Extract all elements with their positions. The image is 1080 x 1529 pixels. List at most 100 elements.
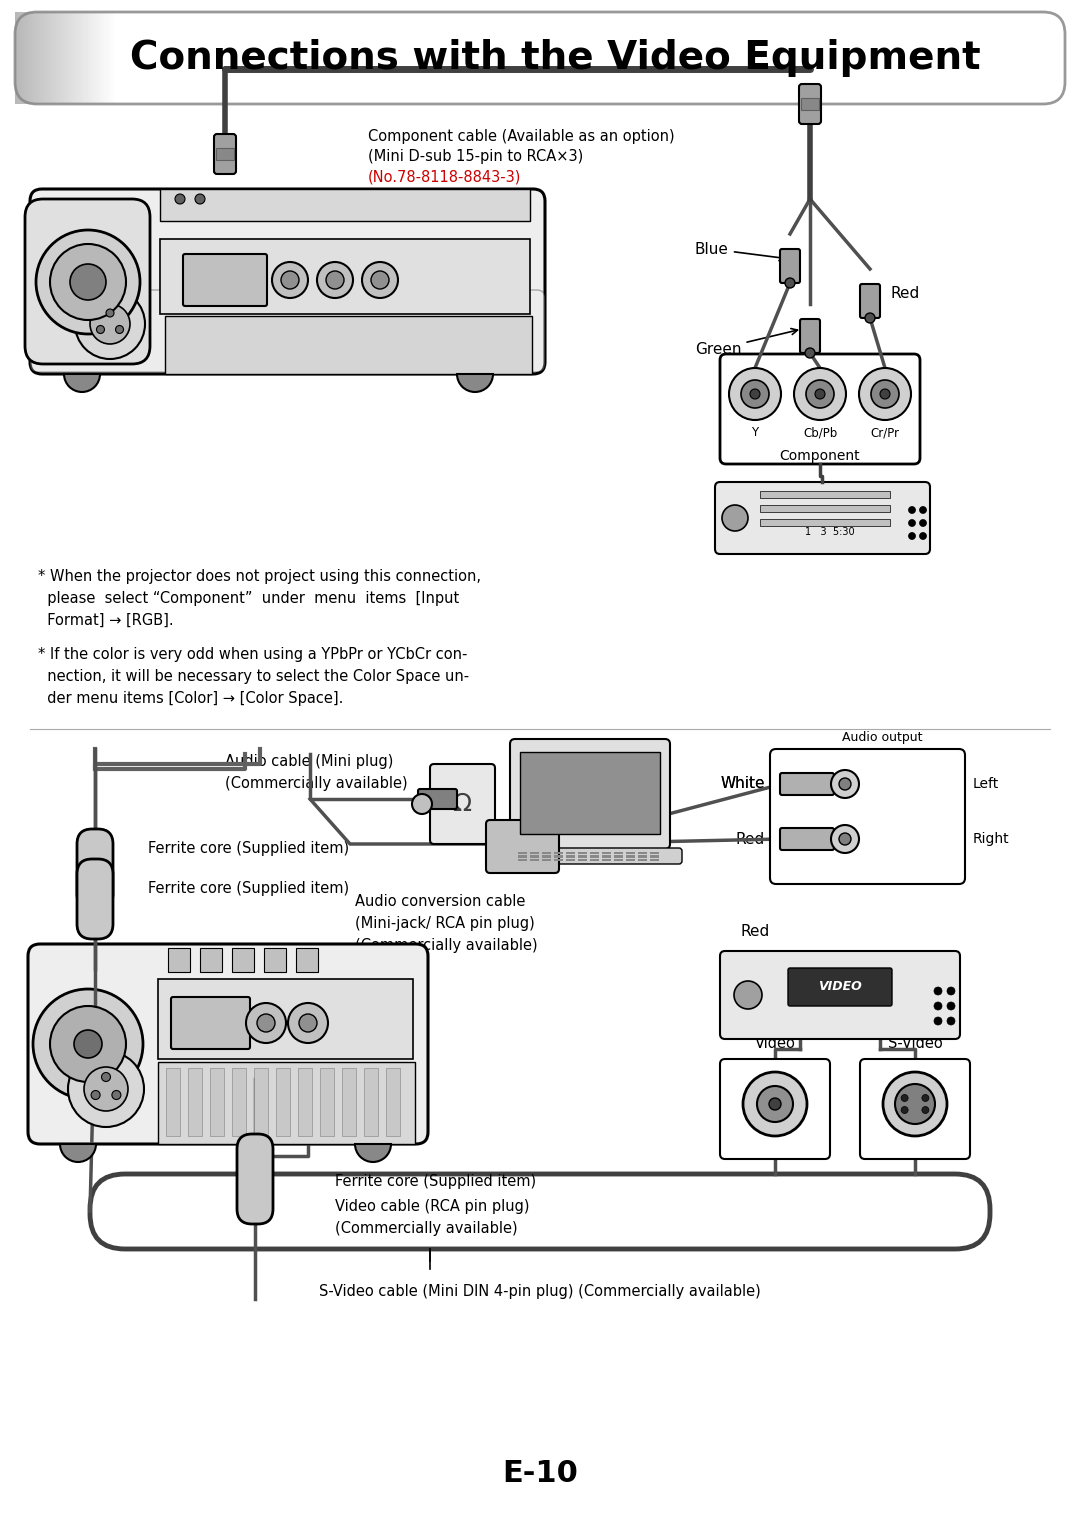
Text: Ω: Ω [453,792,472,816]
FancyBboxPatch shape [780,829,834,850]
Bar [205,196,225,217]
Bar [602,858,611,861]
Circle shape [865,313,875,323]
Circle shape [815,388,825,399]
Bar [760,491,890,498]
Bar [158,979,413,1060]
FancyBboxPatch shape [237,1135,273,1225]
Bar [554,858,563,861]
FancyBboxPatch shape [770,749,966,884]
Text: White: White [720,777,765,792]
Circle shape [750,388,760,399]
Bar [295,196,315,217]
Bar [542,858,551,861]
Bar [165,317,532,375]
Circle shape [299,1014,318,1032]
Bar [296,948,318,972]
Circle shape [922,1095,929,1101]
Bar [265,196,285,217]
Bar [202,320,220,368]
FancyBboxPatch shape [15,12,1065,104]
Text: Red: Red [735,832,765,847]
Text: Y: Y [752,427,758,439]
Bar [518,858,527,861]
Bar [168,948,190,972]
Bar [342,1067,356,1136]
Bar [615,858,623,861]
Text: der menu items [Color] → [Color Space].: der menu items [Color] → [Color Space]. [38,691,343,706]
Circle shape [922,1107,929,1113]
Bar [166,1067,180,1136]
Circle shape [729,368,781,420]
Bar [175,196,195,217]
Bar [518,855,527,858]
Bar [542,855,551,858]
Text: (Commercially available): (Commercially available) [225,777,407,790]
Circle shape [91,1090,100,1099]
Circle shape [741,381,769,408]
Bar [650,858,659,861]
Text: Cb/Pb: Cb/Pb [802,427,837,439]
Text: E-10: E-10 [502,1460,578,1489]
Circle shape [96,326,105,333]
FancyBboxPatch shape [510,739,670,849]
Circle shape [257,1014,275,1032]
Circle shape [769,1098,781,1110]
Bar [590,852,599,855]
Bar [554,855,563,858]
Circle shape [947,988,955,995]
Circle shape [805,349,815,358]
Bar [386,1067,400,1136]
Bar [530,852,539,855]
Bar [626,858,635,861]
Text: Cr/Pr: Cr/Pr [870,427,900,439]
Bar [638,852,647,855]
Bar [391,320,409,368]
Bar [615,852,623,855]
Bar [364,1067,378,1136]
Bar [264,948,286,972]
Circle shape [794,368,846,420]
Circle shape [839,778,851,790]
Text: 1   3  5:30: 1 3 5:30 [810,1018,860,1029]
Bar [175,320,193,368]
FancyBboxPatch shape [214,135,237,174]
Bar [650,855,659,858]
Bar [760,518,890,526]
Bar [158,1063,415,1144]
Wedge shape [355,1144,391,1162]
Circle shape [195,194,205,203]
FancyBboxPatch shape [430,764,495,844]
Circle shape [919,520,927,526]
Bar [626,855,635,858]
Text: Ferrite core (Supplied item): Ferrite core (Supplied item) [335,1174,536,1190]
Bar [578,855,588,858]
Circle shape [411,794,432,813]
Circle shape [272,261,308,298]
Text: Red: Red [890,286,919,301]
Circle shape [947,1017,955,1024]
Circle shape [372,271,389,289]
Text: please  select “Component”  under  menu  items  [Input: please select “Component” under menu ite… [38,592,459,605]
Bar [445,320,463,368]
Bar [232,948,254,972]
Text: 1   3  5:30: 1 3 5:30 [805,528,854,537]
Bar [188,1067,202,1136]
Circle shape [757,1086,793,1122]
Circle shape [102,1072,110,1081]
Text: VIDEO: VIDEO [819,980,862,994]
Bar [626,852,635,855]
Circle shape [947,1001,955,1011]
Bar [578,858,588,861]
Bar [519,752,660,833]
Circle shape [318,261,353,298]
Text: * If the color is very odd when using a YPbPr or YCbCr con-: * If the color is very odd when using a … [38,647,468,662]
Circle shape [895,1084,935,1124]
Circle shape [901,1107,908,1113]
Bar [638,855,647,858]
FancyBboxPatch shape [720,355,920,463]
Text: Component cable (Available as an option): Component cable (Available as an option) [368,128,675,144]
Wedge shape [457,375,492,391]
Bar [566,858,575,861]
Text: Green: Green [696,329,797,356]
